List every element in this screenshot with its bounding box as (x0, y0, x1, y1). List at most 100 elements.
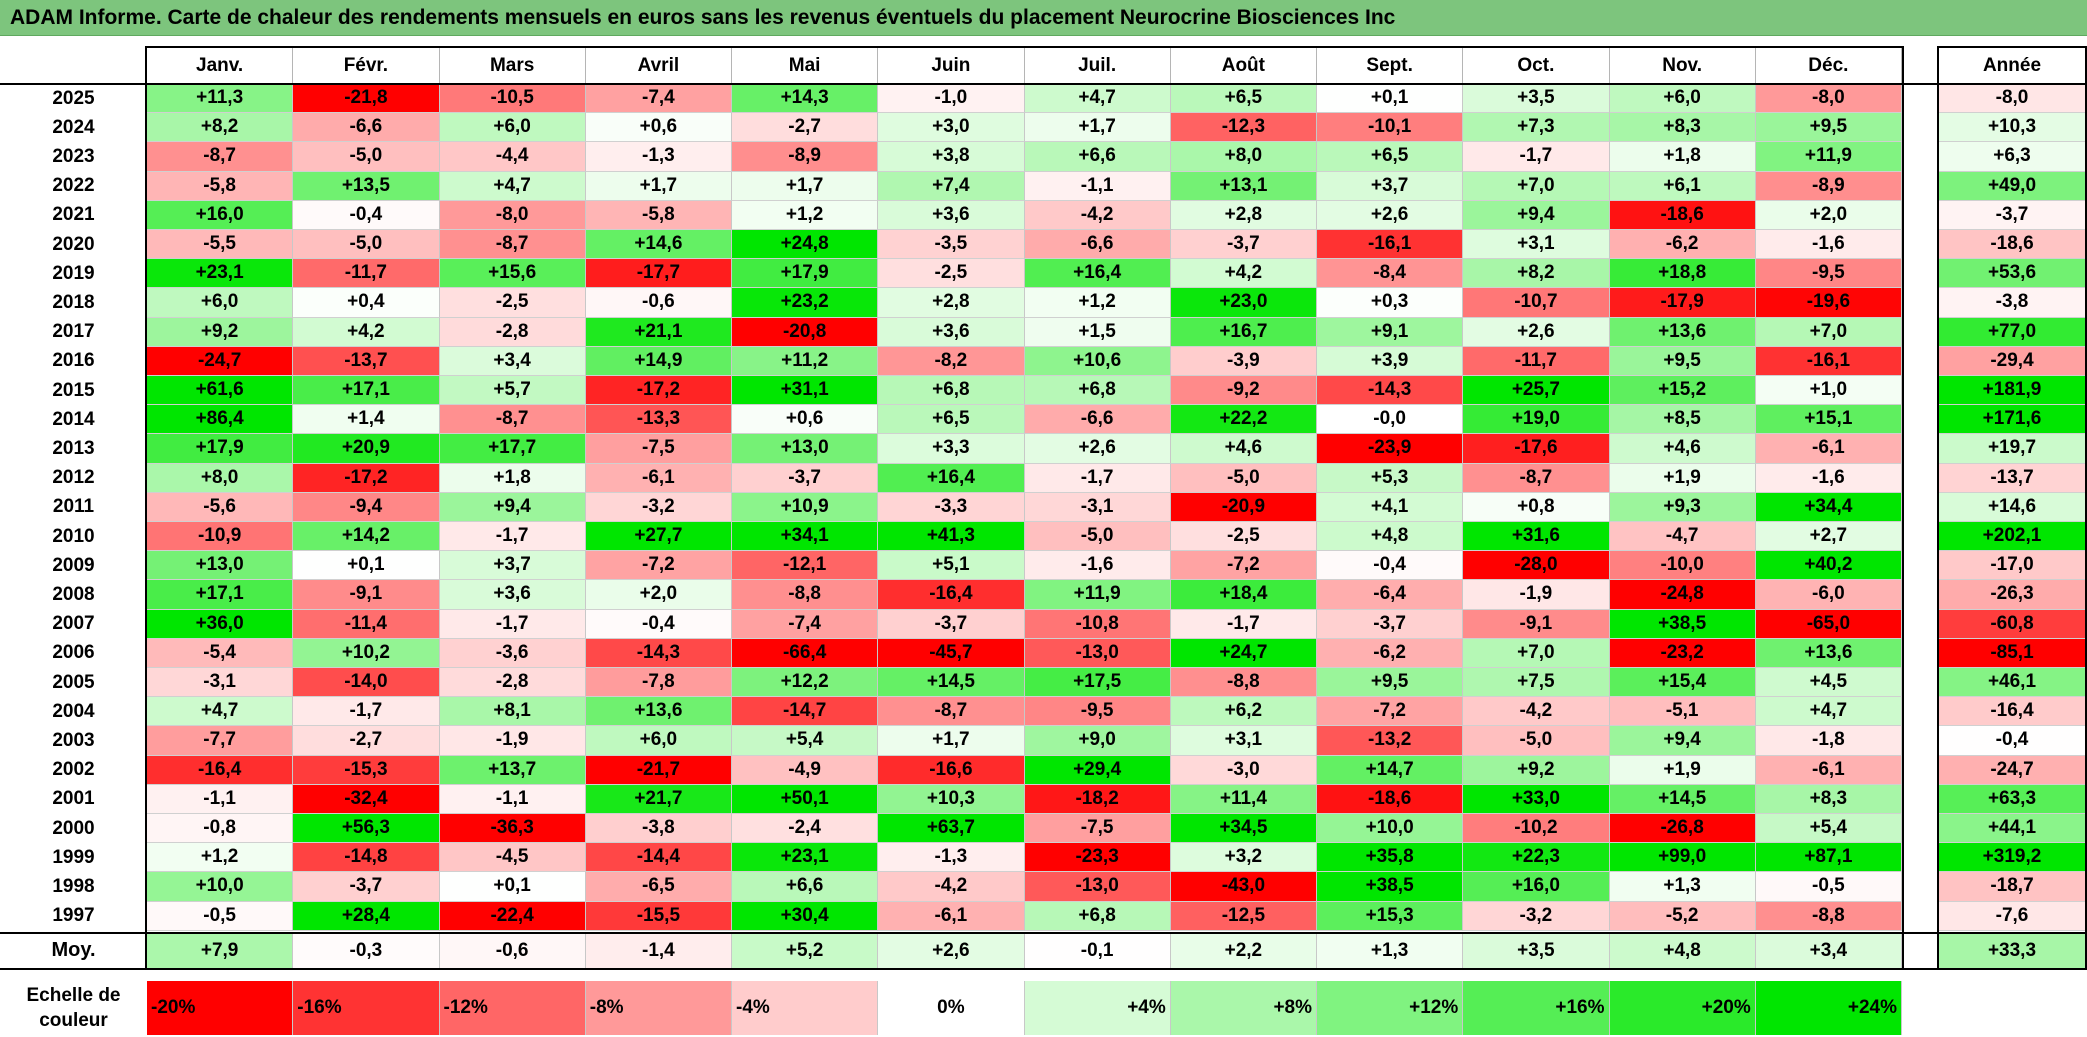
heatmap-cell: +14,5 (1609, 784, 1756, 814)
heatmap-cell: -1,1 (1024, 171, 1171, 201)
heatmap-cell: -66,4 (732, 638, 879, 668)
heatmap-cell: +1,7 (878, 726, 1025, 756)
heatmap-cell: -2,5 (878, 259, 1025, 289)
average-cell: -0,1 (1024, 933, 1171, 968)
heatmap-cell: +6,0 (439, 113, 586, 143)
heatmap-cell: -5,4 (147, 638, 294, 668)
heatmap-cell: +6,1 (1609, 171, 1756, 201)
heatmap-cell: +17,5 (1024, 668, 1171, 698)
annual-header: Année (1982, 55, 2042, 76)
heatmap-cell: +4,7 (147, 697, 294, 727)
heatmap-cell: -5,8 (585, 200, 732, 230)
average-cell: +1,3 (1317, 933, 1464, 968)
heatmap-cell: -6,6 (1024, 405, 1171, 435)
year-label: 2011 (52, 496, 95, 518)
year-label: 2005 (52, 671, 95, 693)
heatmap-cell: +1,2 (1024, 288, 1171, 318)
heatmap-cell: +23,0 (1170, 288, 1317, 318)
heatmap-cell: +87,1 (1755, 843, 1902, 873)
heatmap-cell: +9,5 (1317, 668, 1464, 698)
heatmap-cell: +7,0 (1755, 317, 1902, 347)
heatmap-cell: +0,6 (732, 405, 879, 435)
average-cell: +2,2 (1170, 933, 1317, 968)
year-label: 2001 (52, 788, 95, 810)
heatmap-cell: +31,1 (732, 376, 879, 406)
heatmap-cell: +4,7 (1024, 84, 1171, 114)
heatmap-cell: -1,7 (293, 697, 440, 727)
heatmap-cell: +33,0 (1463, 784, 1610, 814)
heatmap-cell: +17,1 (293, 376, 440, 406)
heatmap-cell: +3,6 (439, 580, 586, 610)
heatmap-cell: -24,8 (1609, 580, 1756, 610)
heatmap-cell: -8,8 (1755, 901, 1902, 931)
heatmap-cell: +1,0 (1755, 376, 1902, 406)
heatmap-cell: -16,1 (1755, 346, 1902, 376)
heatmap-cell: -1,7 (439, 609, 586, 639)
scale-swatch: -12% (439, 981, 586, 1035)
heatmap-cell: -14,3 (585, 638, 732, 668)
heatmap-cell: -6,6 (293, 113, 440, 143)
heatmap-cell: +25,7 (1463, 376, 1610, 406)
heatmap-cell: -13,2 (1317, 726, 1464, 756)
heatmap-cell: -11,7 (293, 259, 440, 289)
heatmap-cell: -4,9 (732, 755, 879, 785)
heatmap-cell: +9,3 (1609, 492, 1756, 522)
heatmap-cell: -1,6 (1755, 463, 1902, 493)
heatmap-cell: -20,8 (732, 317, 879, 347)
heatmap-cell: -12,3 (1170, 113, 1317, 143)
heatmap-cell: +15,4 (1609, 668, 1756, 698)
heatmap-cell: -9,1 (1463, 609, 1610, 639)
heatmap-cell: -14,4 (585, 843, 732, 873)
year-label: 2015 (52, 379, 95, 401)
heatmap-cell: -8,9 (1755, 171, 1902, 201)
heatmap-cell: -16,4 (147, 755, 294, 785)
heatmap-cell: +1,3 (1609, 872, 1756, 902)
heatmap-cell: +38,5 (1609, 609, 1756, 639)
heatmap-cell: +13,1 (1170, 171, 1317, 201)
heatmap-cell: -18,2 (1024, 784, 1171, 814)
scale-swatch: +16% (1463, 981, 1610, 1035)
heatmap-cell: +3,7 (1317, 171, 1464, 201)
heatmap-cell: +6,5 (878, 405, 1025, 435)
heatmap-cell: -23,2 (1609, 638, 1756, 668)
column-header: Mars (440, 48, 586, 84)
heatmap-cell: -1,6 (1024, 551, 1171, 581)
heatmap-cell: +6,0 (147, 288, 294, 318)
heatmap-cell: -1,1 (439, 784, 586, 814)
heatmap-cell: +10,2 (293, 638, 440, 668)
heatmap-cell: -2,5 (1170, 522, 1317, 552)
average-cell: +5,2 (732, 933, 879, 968)
heatmap-cell: -1,7 (1024, 463, 1171, 493)
heatmap-cell: -15,5 (585, 901, 732, 931)
heatmap-cell: -13,0 (1024, 638, 1171, 668)
heatmap-cell: +19,0 (1463, 405, 1610, 435)
heatmap-cell: -10,1 (1317, 113, 1464, 143)
heatmap-cell: -5,0 (1024, 522, 1171, 552)
scale-label: Echelle de couleur (0, 981, 147, 1035)
heatmap-cell: +13,5 (293, 171, 440, 201)
annual-cell: +202,1 (1939, 522, 2085, 552)
heatmap-cell: -7,4 (585, 84, 732, 114)
heatmap-cell: -10,8 (1024, 609, 1171, 639)
heatmap-cell: +5,4 (1755, 814, 1902, 844)
heatmap-cell: -3,2 (1463, 901, 1610, 931)
heatmap-cell: +8,2 (1463, 259, 1610, 289)
heatmap-cell: +30,4 (732, 901, 879, 931)
heatmap-cell: -2,7 (293, 726, 440, 756)
heatmap-cell: +3,9 (1317, 346, 1464, 376)
heatmap-cell: -43,0 (1170, 872, 1317, 902)
heatmap-cell: +10,9 (732, 492, 879, 522)
column-header: Juil. (1025, 48, 1171, 84)
heatmap-cell: -1,7 (1463, 142, 1610, 172)
column-header: Déc. (1756, 48, 1902, 84)
heatmap-cell: +17,1 (147, 580, 294, 610)
heatmap-cell: -1,1 (147, 784, 294, 814)
heatmap-cell: +0,8 (1463, 492, 1610, 522)
heatmap-cell: -5,1 (1609, 697, 1756, 727)
heatmap-cell: -45,7 (878, 638, 1025, 668)
heatmap-cell: -16,4 (878, 580, 1025, 610)
heatmap-cell: +17,9 (732, 259, 879, 289)
heatmap-cell: -1,0 (878, 84, 1025, 114)
annual-cell: +53,6 (1939, 259, 2085, 289)
heatmap-cell: +16,7 (1170, 317, 1317, 347)
